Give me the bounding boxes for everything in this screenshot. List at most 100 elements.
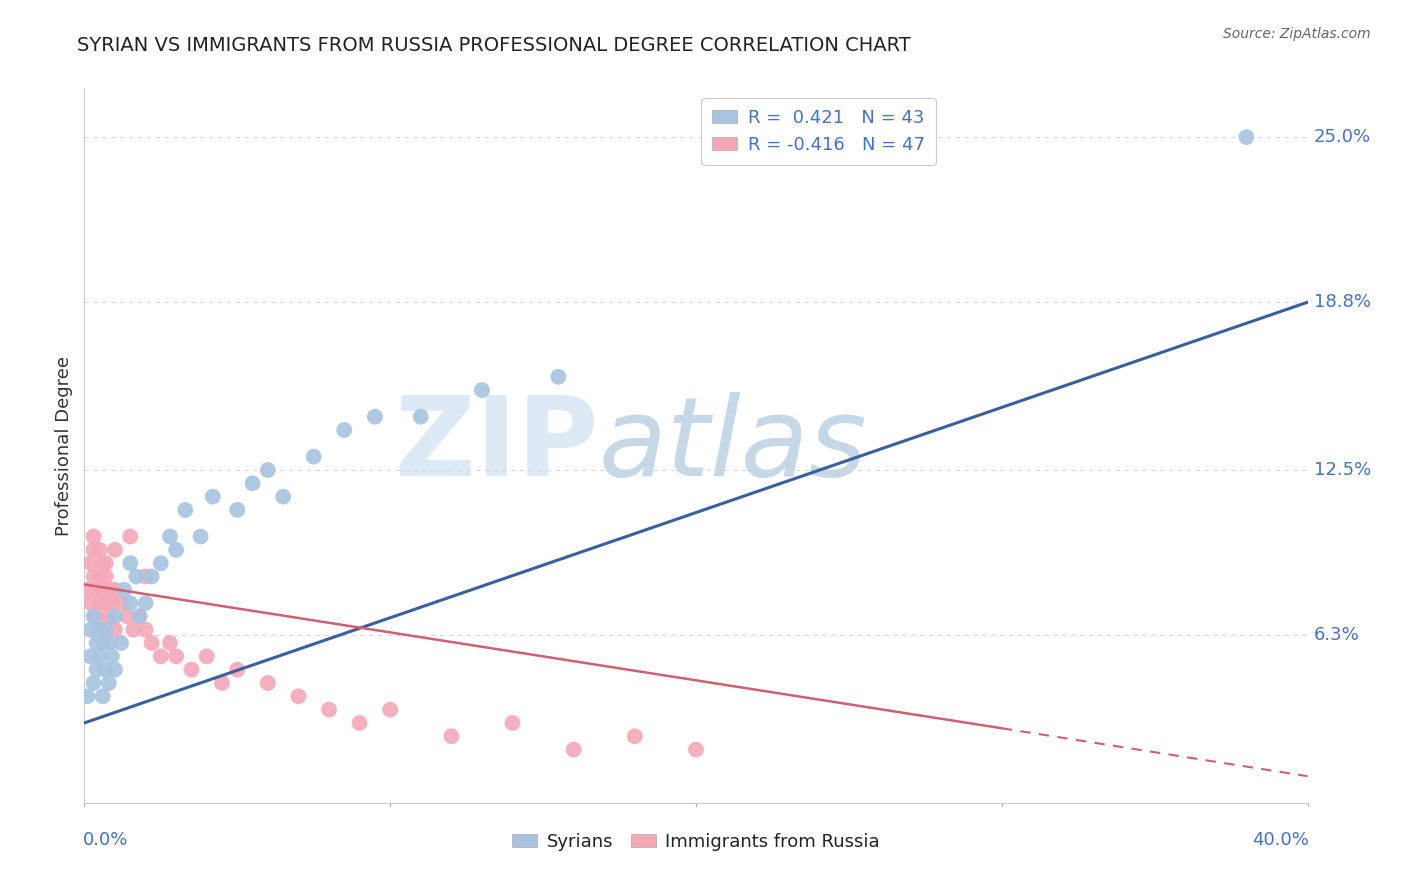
- Point: [135, 569, 157, 583]
- Point: [141, 636, 163, 650]
- Point: [89, 569, 111, 583]
- Point: [120, 596, 142, 610]
- Point: [562, 742, 585, 756]
- Point: [97, 582, 120, 597]
- Point: [97, 636, 120, 650]
- Point: [159, 529, 181, 543]
- Point: [83, 529, 105, 543]
- Point: [89, 623, 111, 637]
- Point: [86, 636, 108, 650]
- Point: [79, 649, 101, 664]
- Point: [1236, 130, 1258, 145]
- Point: [149, 649, 172, 664]
- Point: [89, 649, 111, 664]
- Point: [79, 623, 101, 637]
- Point: [349, 715, 371, 730]
- Point: [91, 690, 114, 704]
- Text: SYRIAN VS IMMIGRANTS FROM RUSSIA PROFESSIONAL DEGREE CORRELATION CHART: SYRIAN VS IMMIGRANTS FROM RUSSIA PROFESS…: [77, 36, 911, 54]
- Point: [165, 542, 187, 557]
- Point: [226, 503, 249, 517]
- Point: [242, 476, 264, 491]
- Legend: Syrians, Immigrants from Russia: Syrians, Immigrants from Russia: [505, 826, 887, 858]
- Point: [94, 663, 117, 677]
- Text: Source: ZipAtlas.com: Source: ZipAtlas.com: [1223, 27, 1371, 41]
- Text: 6.3%: 6.3%: [1313, 626, 1360, 644]
- Point: [201, 490, 224, 504]
- Point: [76, 690, 98, 704]
- Point: [83, 609, 105, 624]
- Point: [257, 463, 280, 477]
- Point: [333, 423, 356, 437]
- Point: [104, 609, 127, 624]
- Point: [159, 636, 181, 650]
- Point: [101, 649, 124, 664]
- Text: 18.8%: 18.8%: [1313, 293, 1371, 311]
- Point: [195, 649, 218, 664]
- Point: [94, 569, 117, 583]
- Point: [97, 676, 120, 690]
- Point: [94, 623, 117, 637]
- Point: [83, 569, 105, 583]
- Point: [440, 729, 463, 743]
- Point: [135, 623, 157, 637]
- Point: [128, 609, 150, 624]
- Point: [271, 490, 294, 504]
- Point: [115, 609, 138, 624]
- Point: [502, 715, 524, 730]
- Point: [122, 623, 145, 637]
- Point: [128, 609, 150, 624]
- Point: [86, 609, 108, 624]
- Point: [226, 663, 249, 677]
- Point: [94, 596, 117, 610]
- Text: 12.5%: 12.5%: [1313, 461, 1371, 479]
- Point: [91, 636, 114, 650]
- Point: [120, 529, 142, 543]
- Text: 0.0%: 0.0%: [83, 831, 128, 849]
- Point: [174, 503, 197, 517]
- Text: ZIP: ZIP: [395, 392, 598, 500]
- Point: [180, 663, 202, 677]
- Point: [104, 663, 127, 677]
- Point: [91, 582, 114, 597]
- Point: [141, 569, 163, 583]
- Point: [149, 556, 172, 570]
- Point: [89, 596, 111, 610]
- Text: 25.0%: 25.0%: [1313, 128, 1371, 146]
- Point: [79, 596, 101, 610]
- Point: [287, 690, 309, 704]
- Point: [104, 542, 127, 557]
- Point: [211, 676, 233, 690]
- Point: [83, 676, 105, 690]
- Point: [112, 582, 135, 597]
- Point: [190, 529, 212, 543]
- Point: [89, 542, 111, 557]
- Point: [104, 623, 127, 637]
- Point: [364, 409, 387, 424]
- Point: [104, 582, 127, 597]
- Point: [120, 556, 142, 570]
- Point: [685, 742, 707, 756]
- Point: [547, 369, 569, 384]
- Point: [86, 663, 108, 677]
- Point: [94, 556, 117, 570]
- Text: 40.0%: 40.0%: [1251, 831, 1309, 849]
- Point: [318, 703, 340, 717]
- Point: [409, 409, 432, 424]
- Point: [110, 596, 132, 610]
- Point: [257, 676, 280, 690]
- Point: [91, 556, 114, 570]
- Point: [135, 596, 157, 610]
- Point: [302, 450, 325, 464]
- Point: [76, 582, 98, 597]
- Point: [86, 582, 108, 597]
- Point: [624, 729, 647, 743]
- Point: [83, 542, 105, 557]
- Point: [101, 596, 124, 610]
- Y-axis label: Professional Degree: Professional Degree: [55, 356, 73, 536]
- Point: [125, 569, 148, 583]
- Point: [110, 636, 132, 650]
- Point: [471, 383, 494, 397]
- Text: atlas: atlas: [598, 392, 866, 500]
- Point: [79, 556, 101, 570]
- Point: [165, 649, 187, 664]
